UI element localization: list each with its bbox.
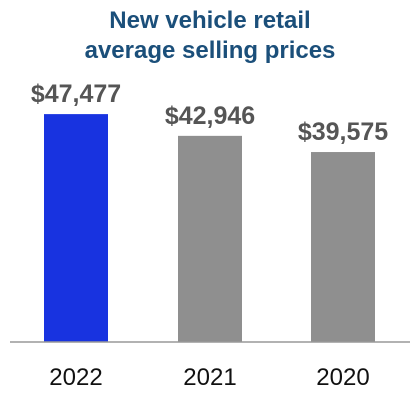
data-label-2020: $39,575 xyxy=(298,118,388,146)
x-tick-labels: 2022 2021 2020 xyxy=(49,364,369,391)
bar-2022 xyxy=(44,114,108,342)
x-tick-label-2021: 2021 xyxy=(183,364,236,391)
data-label-2022: $47,477 xyxy=(31,80,121,108)
bars-layer xyxy=(44,114,375,342)
bar-2020 xyxy=(311,152,375,342)
bar-2021 xyxy=(178,135,242,342)
labels-layer: $47,477 $42,946 $39,575 xyxy=(31,80,388,146)
chart-title-line-2: average selling prices xyxy=(84,37,336,64)
x-tick-label-2022: 2022 xyxy=(49,364,102,391)
chart-title-line-1: New vehicle retail xyxy=(109,7,311,34)
x-tick-label-2020: 2020 xyxy=(316,364,369,391)
data-label-2021: $42,946 xyxy=(165,102,255,130)
